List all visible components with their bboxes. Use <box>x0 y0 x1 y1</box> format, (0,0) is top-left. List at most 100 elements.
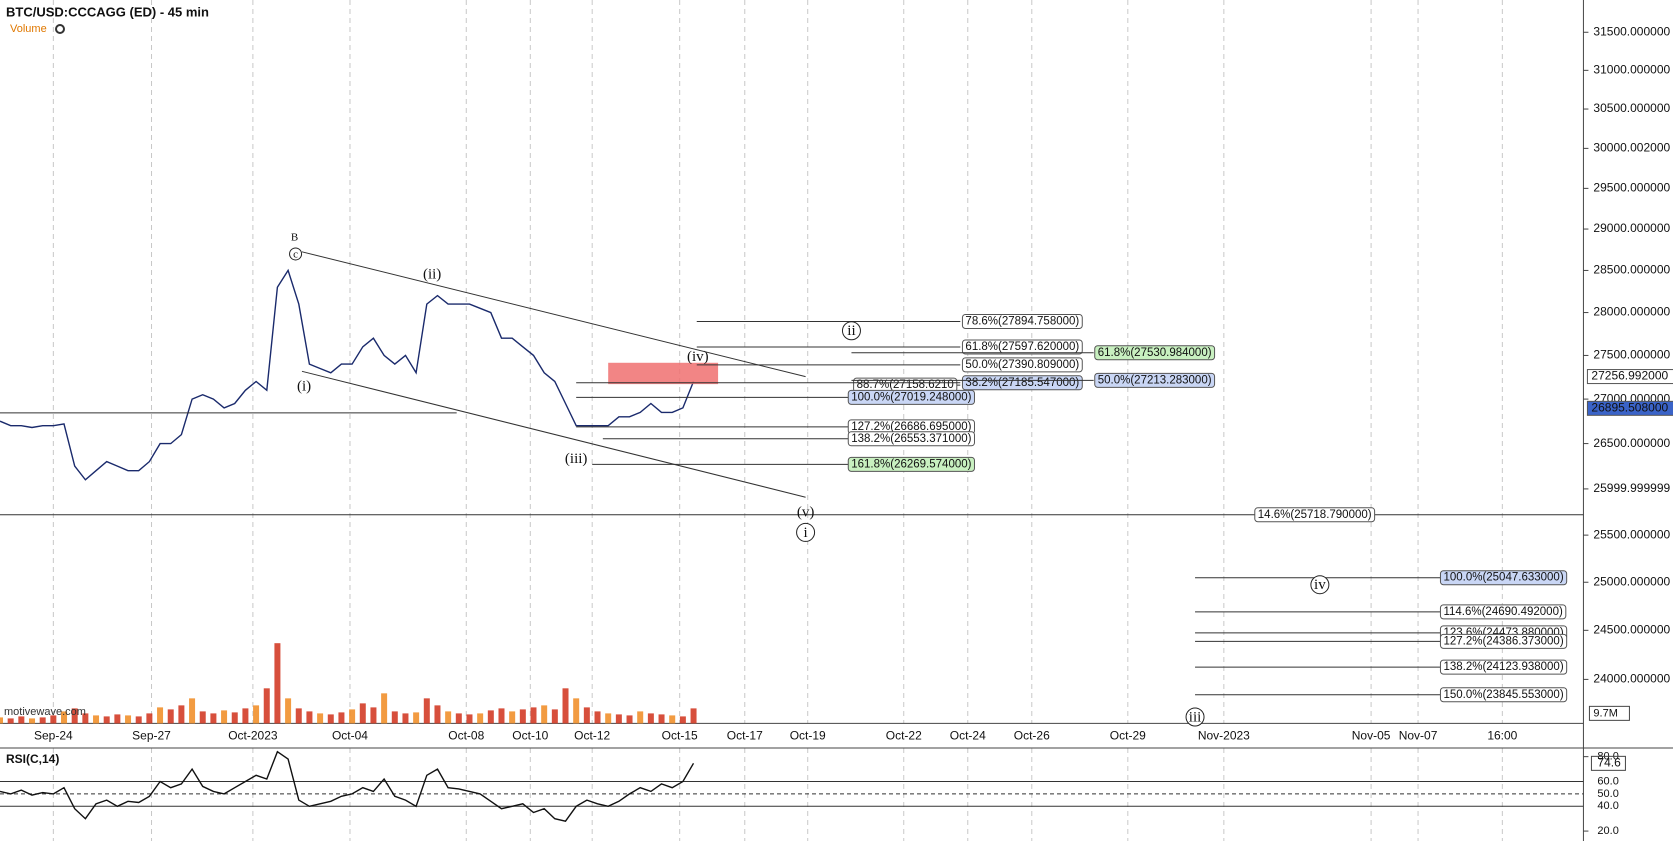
wave-label: iv <box>1314 577 1326 593</box>
target-zone <box>608 362 719 385</box>
y-tick-label: 30000.002000 <box>1593 141 1670 155</box>
volume-bar <box>253 705 260 724</box>
y-tick-label: 31000.000000 <box>1593 63 1670 77</box>
volume-bar <box>221 710 228 724</box>
volume-bar <box>349 709 356 724</box>
wave-label: B <box>291 231 298 243</box>
volume-bar <box>359 703 366 724</box>
wave-circle <box>796 522 816 542</box>
wave-label: ii <box>847 323 855 339</box>
volume-bar <box>295 708 302 724</box>
wave-circle <box>1310 575 1330 595</box>
x-tick-label: Oct-24 <box>950 728 986 742</box>
volume-bar <box>466 714 473 724</box>
rsi-title: RSI(C,14) <box>6 752 59 766</box>
volume-bar <box>285 698 292 724</box>
volume-bar <box>157 707 164 724</box>
fib-label-box <box>1439 604 1567 620</box>
channel-line <box>301 370 806 498</box>
volume-bar <box>445 711 452 724</box>
x-tick-label: Oct-04 <box>332 728 368 742</box>
fib-label-box <box>1439 570 1568 586</box>
y-tick-label: 50.0 <box>1597 788 1618 800</box>
y-tick-label: 29000.000000 <box>1593 221 1670 235</box>
price-marker: 27256.992000 <box>1591 369 1668 383</box>
x-tick-label: 16:00 <box>1487 728 1517 742</box>
x-tick-label: Sep-24 <box>34 728 73 742</box>
volume-bar <box>509 711 516 724</box>
rsi-value-box <box>1590 755 1626 771</box>
rsi-value-label: 74.6 <box>1597 756 1621 770</box>
y-tick-label: 28000.000000 <box>1593 305 1670 319</box>
fib-label-box <box>1094 345 1216 361</box>
volume-bar <box>61 711 68 724</box>
volume-bar <box>18 716 25 724</box>
x-tick-label: Oct-17 <box>727 728 763 742</box>
volume-bar <box>103 716 110 724</box>
volume-bar <box>605 713 612 724</box>
fib-label: 138.2%(26553.371000) <box>851 433 971 445</box>
y-tick-label: 25999.999999 <box>1593 481 1670 495</box>
volume-bar <box>551 709 558 724</box>
watermark: motivewave.com <box>4 706 86 718</box>
x-tick-label: Oct-2023 <box>228 728 278 742</box>
volume-bar <box>679 716 686 724</box>
volume-bar <box>39 717 46 724</box>
volume-bar <box>423 698 430 724</box>
y-tick-label: 25000.000000 <box>1593 574 1670 588</box>
fib-label-box <box>961 357 1083 373</box>
wave-label: i <box>803 525 807 541</box>
wave-label: (v) <box>797 505 815 521</box>
x-tick-label: Oct-29 <box>1110 728 1146 742</box>
volume-bar <box>317 713 324 724</box>
volume-bar <box>637 711 644 724</box>
wave-circle <box>841 321 861 341</box>
wave-label: (i) <box>297 379 311 395</box>
fib-label: 61.8%(27597.620000) <box>965 341 1079 353</box>
volume-bar <box>7 718 14 724</box>
chart-title: BTC/USD:CCCAGG (ED) - 45 min <box>6 4 209 19</box>
volume-bar <box>82 713 89 724</box>
fib-label: 100.0%(27019.248000) <box>851 391 971 403</box>
volume-bar <box>562 688 569 724</box>
volume-bar <box>306 711 313 724</box>
volume-bar <box>541 705 548 724</box>
x-tick-label: Oct-08 <box>448 728 484 742</box>
volume-bar <box>50 715 57 724</box>
x-tick-label: Nov-07 <box>1399 728 1438 742</box>
volume-bar <box>519 709 526 724</box>
fib-label-box <box>961 375 1083 391</box>
volume-label: 9.7M <box>1593 708 1617 720</box>
fib-label-box <box>847 456 975 472</box>
volume-label-box <box>1588 705 1630 721</box>
volume-bar <box>690 708 697 724</box>
y-tick-label: 24500.000000 <box>1593 622 1670 636</box>
x-tick-label: Oct-22 <box>886 728 922 742</box>
x-tick-label: Oct-10 <box>512 728 548 742</box>
y-tick-label: 26500.000000 <box>1593 436 1670 450</box>
price-marker: 26895.508000 <box>1591 401 1668 415</box>
fib-label-box <box>961 339 1083 355</box>
fib-label: 88.7%(27158.6210 <box>857 379 954 391</box>
y-tick-label: 27500.000000 <box>1593 348 1670 362</box>
x-tick-label: Nov-05 <box>1352 728 1391 742</box>
volume-bar <box>477 713 484 724</box>
volume-bar <box>583 707 590 724</box>
x-tick-label: Oct-19 <box>790 728 826 742</box>
y-tick-label: 25500.000000 <box>1593 527 1670 541</box>
settings-icon[interactable] <box>55 24 65 34</box>
fib-label-box <box>847 389 975 405</box>
fib-label: 150.0%(23845.553000) <box>1443 689 1563 701</box>
volume-bar <box>338 712 345 724</box>
y-tick-label: 31500.000000 <box>1593 24 1670 38</box>
y-tick-label: 60.0 <box>1597 775 1618 787</box>
fib-label-box <box>1094 372 1216 388</box>
y-tick-label: 30500.000000 <box>1593 101 1670 115</box>
y-tick-label: 20.0 <box>1597 825 1618 837</box>
fib-label-box <box>961 314 1083 330</box>
fib-label-box <box>1439 687 1568 703</box>
volume-bar <box>29 718 36 724</box>
volume-title[interactable]: Volume <box>10 23 47 35</box>
